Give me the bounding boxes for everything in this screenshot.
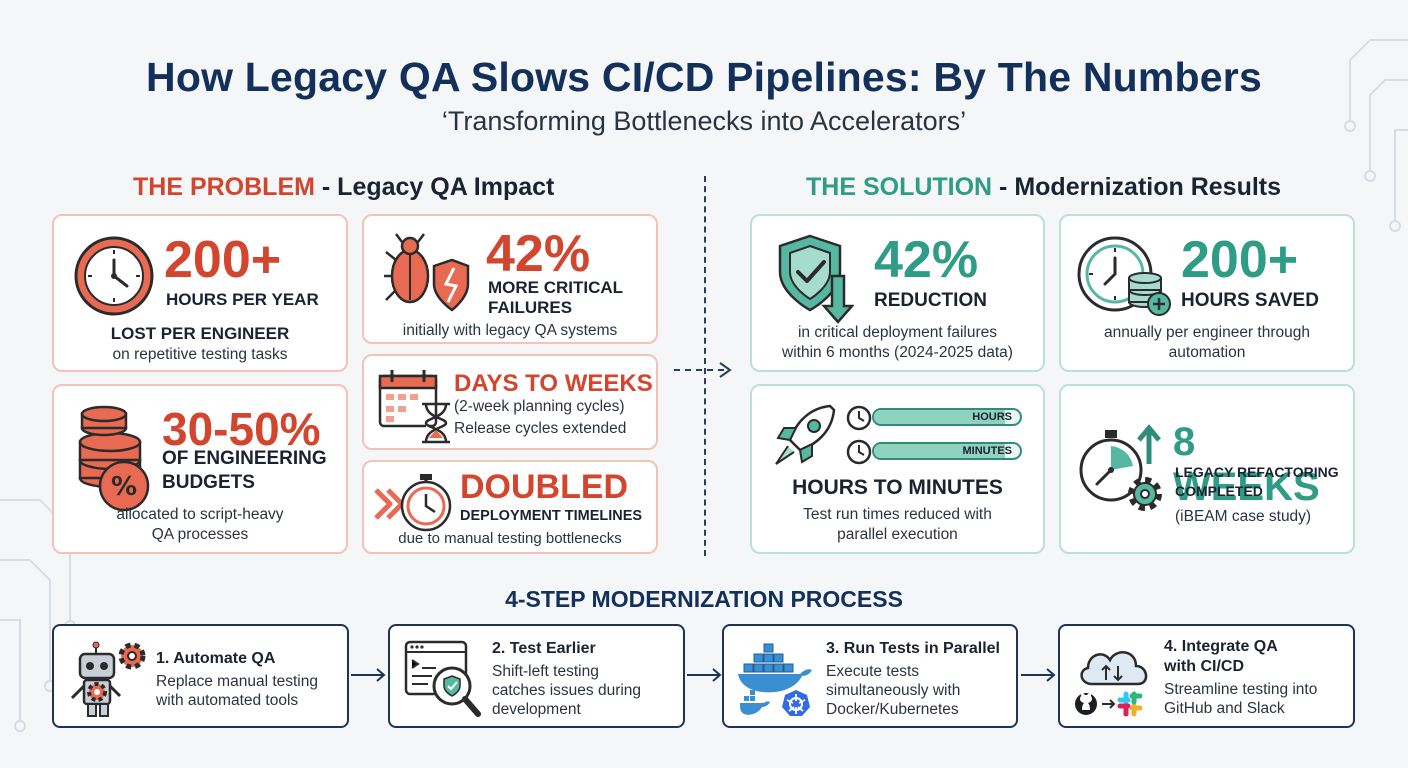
process-step-3: 3. Run Tests in Parallel Execute tests s… bbox=[722, 624, 1018, 728]
reduction-value: 42% bbox=[874, 231, 979, 289]
bug-icon bbox=[384, 233, 470, 312]
eight-weeks-unit-1: LEGACY REFACTORING bbox=[1175, 464, 1339, 480]
step-arrow-3-icon bbox=[1021, 668, 1056, 682]
cloud-github-slack-icon bbox=[1075, 651, 1148, 717]
hours-bar-label: HOURS bbox=[972, 411, 1012, 423]
eight-weeks-desc: (iBEAM case study) bbox=[1175, 508, 1312, 525]
doubled-desc: due to manual testing bottlenecks bbox=[398, 530, 622, 547]
solution-heading-highlight: THE SOLUTION bbox=[806, 173, 993, 201]
hours-saved-desc-2: automation bbox=[1168, 344, 1246, 361]
problem-heading-rest: - Legacy QA Impact bbox=[314, 173, 555, 201]
step-4-title-1: 4. Integrate QA bbox=[1164, 638, 1278, 655]
step-2-desc-1: Shift-left testing bbox=[492, 663, 599, 680]
budgets-value: 30-50% bbox=[162, 403, 321, 455]
step-arrow-1-icon bbox=[351, 668, 386, 682]
step-3-desc-1: Execute tests bbox=[826, 663, 920, 680]
minutes-bar: MINUTES bbox=[872, 442, 1022, 460]
step-2-desc-2: catches issues during bbox=[492, 682, 642, 699]
clock-coins-icon bbox=[1077, 236, 1171, 316]
hours-to-minutes-desc-2: parallel execution bbox=[837, 526, 958, 543]
problem-heading-highlight: THE PROBLEM bbox=[133, 173, 315, 201]
reduction-desc-2: within 6 months (2024-2025 data) bbox=[782, 344, 1013, 361]
coins-percent-icon: % bbox=[78, 405, 150, 512]
hours-bar: HOURS bbox=[872, 408, 1022, 426]
critical-failures-value: 42% bbox=[486, 225, 591, 283]
hours-to-minutes-desc-1: Test run times reduced with bbox=[803, 506, 992, 523]
docker-kubernetes-icon bbox=[738, 643, 812, 716]
days-to-weeks-sub: (2-week planning cycles) bbox=[454, 398, 625, 415]
days-to-weeks-desc: Release cycles extended bbox=[454, 420, 627, 437]
calendar-hourglass-icon bbox=[378, 370, 450, 444]
step-3-desc-2: simultaneously with bbox=[826, 682, 961, 699]
card-hours-to-minutes: HOURS MINUTES HOURS TO MINUTES Test run … bbox=[750, 384, 1045, 554]
card-eight-weeks: 8 WEEKS LEGACY REFACTORING COMPLETED (iB… bbox=[1059, 384, 1355, 554]
critical-failures-desc: initially with legacy QA systems bbox=[402, 322, 618, 339]
robot-icon bbox=[70, 641, 146, 717]
hours-lost-value: 200+ bbox=[164, 231, 282, 289]
card-engineering-budgets: % 30-50% OF ENGINEERING BUDGETS allocate… bbox=[52, 384, 348, 554]
step-1-desc-2: with automated tools bbox=[156, 692, 299, 709]
solution-heading: THE SOLUTION - Modernization Results bbox=[806, 173, 1281, 202]
section-divider bbox=[704, 176, 706, 556]
hours-bar-fill bbox=[874, 410, 1006, 424]
step-1-title: 1. Automate QA bbox=[156, 650, 276, 667]
budgets-unit-1: OF ENGINEERING bbox=[162, 448, 327, 469]
budgets-desc-2: QA processes bbox=[151, 526, 249, 543]
step-2-desc-3: development bbox=[492, 701, 581, 718]
hours-lost-unit: HOURS PER YEAR bbox=[166, 290, 319, 309]
doubled-unit: DEPLOYMENT TIMELINES bbox=[460, 508, 643, 524]
step-4-title-2: with CI/CD bbox=[1164, 658, 1244, 675]
card-critical-failures: 42% MORE CRITICAL FAILURES initially wit… bbox=[362, 214, 658, 344]
eight-weeks-unit-2: COMPLETED bbox=[1175, 483, 1263, 499]
minutes-bar-label: MINUTES bbox=[962, 445, 1013, 457]
hours-saved-unit: HOURS SAVED bbox=[1181, 290, 1319, 311]
svg-text:%: % bbox=[111, 472, 137, 502]
process-step-1: 1. Automate QA Replace manual testing wi… bbox=[52, 624, 349, 728]
shield-check-icon bbox=[778, 234, 854, 324]
stopwatch-gear-icon bbox=[1079, 424, 1162, 511]
hours-lost-desc: on repetitive testing tasks bbox=[112, 346, 288, 363]
card-hours-lost: 200+ HOURS PER YEAR LOST PER ENGINEER on… bbox=[52, 214, 348, 372]
step-4-desc-2: GitHub and Slack bbox=[1164, 700, 1285, 717]
page-subtitle: ‘Transforming Bottlenecks into Accelerat… bbox=[441, 106, 967, 136]
process-heading: 4-STEP MODERNIZATION PROCESS bbox=[505, 586, 903, 612]
critical-failures-unit-1: MORE CRITICAL bbox=[488, 278, 624, 297]
step-3-title: 3. Run Tests in Parallel bbox=[826, 640, 1000, 657]
rocket-icon bbox=[775, 404, 836, 465]
step-1-desc-1: Replace manual testing bbox=[156, 673, 318, 690]
card-days-to-weeks: DAYS TO WEEKS (2-week planning cycles) R… bbox=[362, 354, 658, 450]
step-3-desc-3: Docker/Kubernetes bbox=[826, 701, 959, 718]
hours-to-minutes-caption: HOURS TO MINUTES bbox=[792, 476, 1003, 499]
step-2-title: 2. Test Earlier bbox=[492, 640, 596, 657]
card-reduction: 42% REDUCTION in critical deployment fai… bbox=[750, 214, 1045, 372]
budgets-desc-1: allocated to script-heavy bbox=[116, 506, 284, 523]
page-title: How Legacy QA Slows CI/CD Pipelines: By … bbox=[146, 54, 1262, 100]
budgets-unit-2: BUDGETS bbox=[162, 472, 255, 493]
timer-hours-icon bbox=[846, 405, 872, 431]
clock-icon bbox=[74, 236, 154, 316]
step-arrow-2-icon bbox=[687, 668, 722, 682]
hours-saved-desc-1: annually per engineer through bbox=[1104, 324, 1310, 341]
timer-minutes-icon bbox=[846, 439, 872, 465]
days-to-weeks-value: DAYS TO WEEKS bbox=[454, 370, 653, 397]
doubled-value: DOUBLED bbox=[460, 468, 629, 506]
minutes-bar-fill bbox=[874, 444, 1006, 458]
problem-heading: THE PROBLEM - Legacy QA Impact bbox=[133, 173, 554, 202]
critical-failures-unit-2: FAILURES bbox=[488, 298, 573, 317]
stopwatch-rewind-icon bbox=[374, 474, 452, 532]
card-doubled-timelines: DOUBLED DEPLOYMENT TIMELINES due to manu… bbox=[362, 460, 658, 554]
hours-saved-value: 200+ bbox=[1181, 231, 1299, 289]
browser-search-icon bbox=[404, 640, 481, 717]
hours-lost-caption: LOST PER ENGINEER bbox=[110, 324, 290, 343]
step-4-desc-1: Streamline testing into bbox=[1164, 681, 1318, 698]
process-step-2: 2. Test Earlier Shift-left testing catch… bbox=[388, 624, 685, 728]
card-hours-saved: 200+ HOURS SAVED annually per engineer t… bbox=[1059, 214, 1355, 372]
reduction-unit: REDUCTION bbox=[874, 290, 987, 311]
process-step-4: 4. Integrate QA with CI/CD Streamline te… bbox=[1058, 624, 1355, 728]
eight-weeks-value: 8 WEEKS bbox=[1173, 420, 1320, 509]
solution-heading-rest: - Modernization Results bbox=[992, 173, 1282, 201]
reduction-desc-1: in critical deployment failures bbox=[797, 324, 997, 341]
